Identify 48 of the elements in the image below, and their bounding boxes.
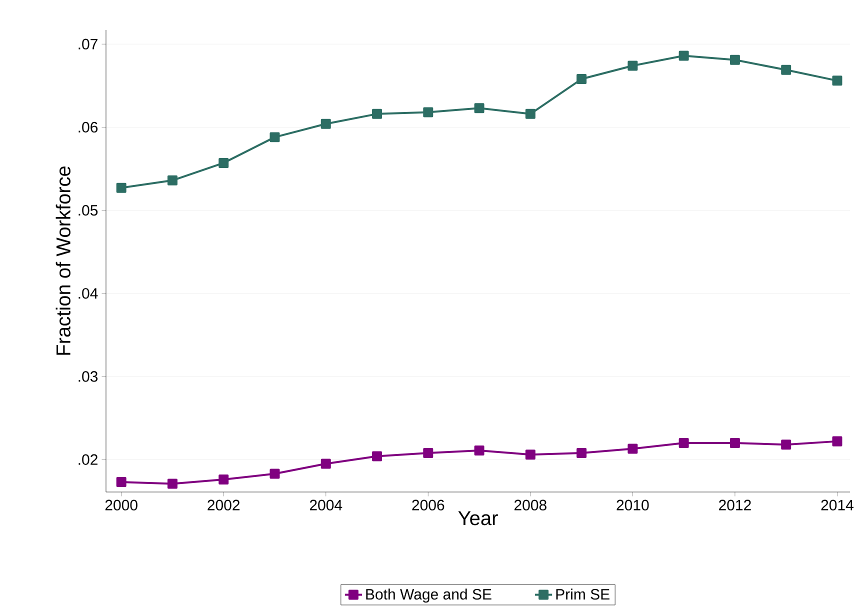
x-tick-label: 2002 (208, 500, 240, 510)
point (781, 64, 792, 75)
y-tick-label: .06 (78, 122, 98, 133)
point (167, 478, 178, 489)
point (781, 440, 792, 450)
point (525, 450, 536, 460)
point (576, 448, 587, 458)
point (474, 103, 484, 114)
point (320, 458, 331, 469)
point (167, 175, 178, 186)
x-tick-label: 2004 (310, 500, 342, 510)
x-tick-label: 2000 (105, 500, 138, 510)
point (423, 448, 434, 458)
y-tick-label: .05 (78, 205, 98, 216)
y-tick-label: .02 (78, 454, 98, 465)
point (678, 438, 689, 448)
point (218, 158, 229, 168)
x-tick-label: 2010 (616, 500, 649, 510)
point (116, 182, 126, 193)
point (372, 451, 382, 462)
point (628, 444, 638, 454)
point (832, 76, 842, 86)
point (270, 132, 280, 142)
y-tick-label: .03 (78, 371, 98, 382)
point (678, 50, 689, 61)
legend-label: Prim SE (556, 588, 610, 600)
point (730, 438, 740, 448)
point (320, 118, 331, 129)
x-tick-label: 2014 (821, 500, 854, 510)
x-tick-label: 2006 (412, 500, 444, 510)
legend-label: Both Wage and SE (366, 588, 492, 603)
point (525, 108, 536, 119)
point (270, 468, 280, 479)
x-tick-label: 2012 (719, 500, 751, 510)
point (576, 74, 587, 84)
x-axis-title: Year (458, 511, 498, 526)
y-axis-title: Fraction of Workforce (56, 166, 70, 355)
point (423, 107, 434, 118)
y-tick-label: .07 (78, 38, 98, 50)
point (628, 60, 638, 71)
point (218, 474, 229, 485)
y-tick-label: .04 (78, 288, 98, 299)
point (474, 445, 484, 456)
point (116, 477, 126, 488)
point (832, 436, 842, 446)
x-tick-label: 2008 (514, 500, 546, 510)
point (730, 54, 740, 65)
point (372, 108, 382, 119)
